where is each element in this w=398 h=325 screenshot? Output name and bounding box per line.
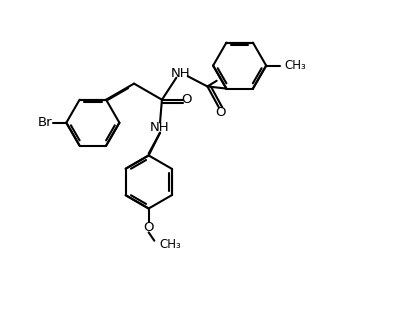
Text: NH: NH: [171, 67, 191, 80]
Text: CH₃: CH₃: [284, 59, 306, 72]
Text: O: O: [143, 221, 154, 234]
Text: O: O: [181, 93, 192, 106]
Text: NH: NH: [150, 121, 170, 134]
Text: Br: Br: [37, 116, 52, 129]
Text: CH₃: CH₃: [159, 238, 181, 251]
Text: O: O: [215, 107, 226, 120]
